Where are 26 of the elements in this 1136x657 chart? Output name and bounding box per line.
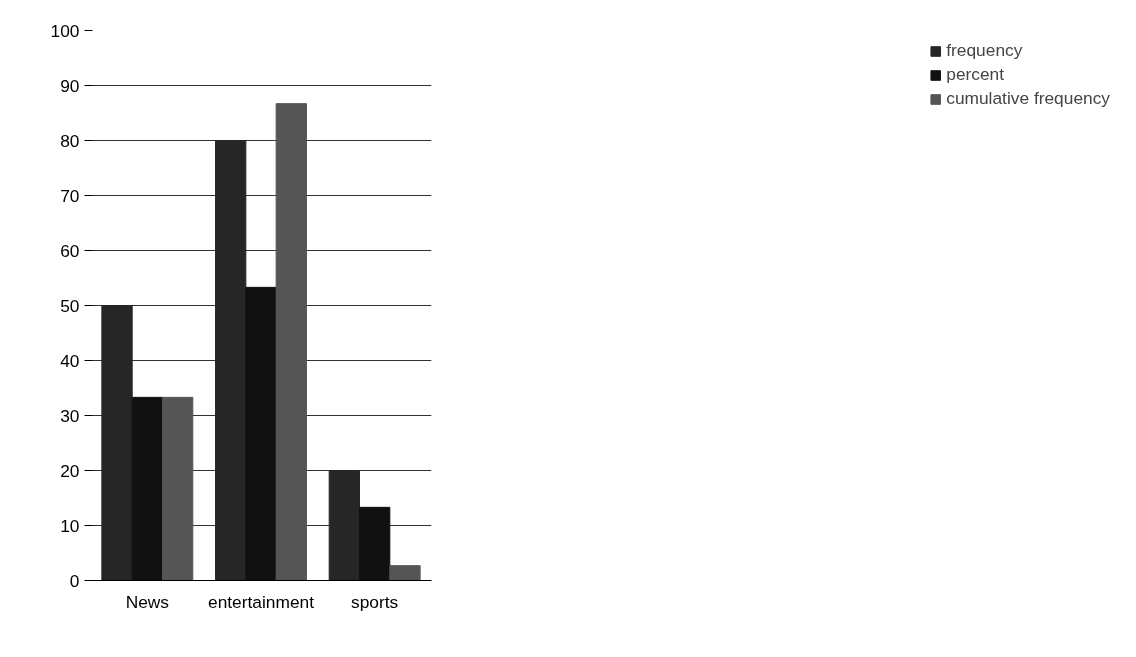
- legend-label: cumulative frequency: [946, 88, 1110, 109]
- bar: [131, 396, 163, 581]
- y-tick-label: 90: [60, 75, 80, 96]
- y-tick-label: 80: [60, 130, 80, 151]
- y-tick-label: 30: [60, 405, 80, 426]
- y-tick-label: 40: [60, 350, 80, 371]
- x-tick-label: sports: [351, 591, 399, 612]
- y-tick-label: 10: [60, 515, 80, 536]
- x-tick-label: News: [125, 591, 170, 612]
- x-tick-label: entertainment: [208, 591, 315, 612]
- bar: [101, 305, 133, 581]
- legend-label: percent: [946, 64, 1005, 85]
- y-tick-label: 20: [60, 460, 80, 481]
- bar: [161, 396, 194, 581]
- bar: [245, 286, 277, 581]
- bar: [359, 506, 391, 581]
- bar: [389, 565, 421, 581]
- y-tick-label: 50: [60, 295, 80, 316]
- bar: [328, 470, 361, 581]
- y-tick-label: 0: [69, 570, 80, 591]
- y-tick-label: 100: [50, 20, 80, 41]
- bar: [275, 103, 307, 581]
- y-tick-label: 70: [60, 185, 80, 206]
- y-tick-label: 60: [60, 240, 80, 261]
- bar: [215, 140, 247, 581]
- legend-label: frequency: [946, 40, 1023, 61]
